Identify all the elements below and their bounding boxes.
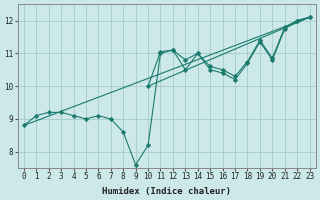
X-axis label: Humidex (Indice chaleur): Humidex (Indice chaleur) — [102, 187, 231, 196]
